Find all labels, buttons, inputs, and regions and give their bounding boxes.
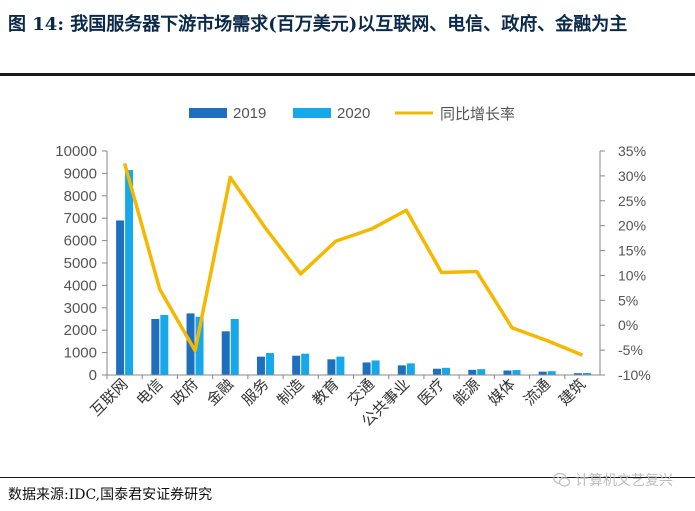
x-axis-category-label: 媒体	[486, 376, 519, 409]
right-axis-tick-label: 15%	[618, 243, 646, 259]
left-axis-tick-label: 9000	[64, 165, 97, 182]
bar-2020	[265, 353, 274, 375]
title-divider	[0, 73, 695, 76]
left-axis-tick-label: 8000	[64, 188, 97, 205]
right-axis: -10% -5% 0% 5% 10% 15% 20% 25% 30% 35%	[599, 143, 651, 383]
legend-label-growth: 同比增长率	[440, 106, 515, 123]
right-axis-tick-label: 30%	[618, 168, 646, 184]
watermark-text: 计算机文艺复兴	[575, 473, 673, 489]
bar-2019	[116, 220, 125, 375]
right-axis-tick-label: 5%	[618, 292, 638, 308]
bar-2020	[371, 360, 380, 375]
right-axis-tick-label: 35%	[618, 143, 646, 159]
footer-divider	[0, 477, 695, 478]
bar-2020	[125, 170, 134, 375]
bar-2020	[477, 369, 486, 375]
x-axis-category-label: 流通	[521, 376, 554, 409]
legend-swatch-2020	[293, 108, 331, 118]
bar-2019	[468, 369, 477, 375]
left-axis-tick-label: 2000	[64, 322, 97, 339]
legend-swatch-2019	[189, 108, 227, 118]
legend-label-2019: 2019	[233, 105, 266, 122]
x-axis-category-label: 建筑	[556, 376, 589, 409]
left-axis-tick-label: 10000	[55, 143, 97, 160]
left-axis-tick-label: 6000	[64, 233, 97, 250]
x-axis-category-label: 能源	[450, 376, 483, 409]
x-axis-category-label: 制造	[274, 376, 307, 409]
source-note: 数据来源:IDC,国泰君安证券研究	[8, 487, 213, 503]
bar-2019	[292, 355, 301, 375]
bar-2019	[573, 373, 582, 375]
bar-2019	[151, 319, 160, 375]
bar-2020	[547, 371, 556, 375]
right-axis-tick-label: -10%	[618, 367, 651, 383]
growth-line	[122, 162, 584, 357]
bar-2020	[195, 316, 204, 375]
chart-title: 图 14: 我国服务器下游市场需求(百万美元)以互联网、电信、政府、金融为主	[8, 14, 628, 35]
legend-label-2020: 2020	[337, 105, 370, 122]
bar-2019	[538, 371, 547, 375]
x-axis-category-label: 医疗	[415, 376, 448, 409]
wechat-icon	[553, 472, 571, 487]
left-axis-tick-label: 1000	[64, 345, 97, 362]
bar-2019	[503, 370, 512, 375]
left-axis-tick-label: 5000	[64, 255, 97, 272]
bar-2019	[256, 356, 265, 375]
right-axis-tick-label: 20%	[618, 218, 646, 234]
bar-2020	[230, 319, 239, 375]
bar-2020	[160, 314, 169, 375]
bar-2020	[512, 370, 521, 375]
bar-2020	[301, 353, 310, 375]
right-axis-tick-label: 25%	[618, 193, 646, 209]
bar-2020	[442, 367, 451, 375]
bar-2020	[336, 356, 345, 375]
x-axis-category-label: 电信	[133, 376, 166, 409]
bar-2019	[221, 331, 230, 375]
watermark: 计算机文艺复兴	[553, 470, 673, 490]
legend: 2019 2020 同比增长率	[189, 105, 515, 123]
bar-2020	[406, 363, 415, 375]
x-axis-category-label: 金融	[204, 376, 237, 409]
bar-2020	[582, 372, 591, 375]
left-axis: 0 1000 2000 3000 4000 5000 6000 7000 8000 9000 100…	[55, 143, 108, 384]
left-axis-tick-label: 3000	[64, 300, 97, 317]
growth-line-series	[122, 162, 584, 357]
right-axis-tick-label: -5%	[618, 342, 643, 358]
left-axis-tick-label: 0	[89, 367, 97, 384]
left-axis-tick-label: 4000	[64, 277, 97, 294]
bar-2019	[327, 359, 336, 375]
right-axis-tick-label: 0%	[618, 317, 638, 333]
left-axis-tick-label: 7000	[64, 210, 97, 227]
chart: 2019 2020 同比增长率 0 1000 2000 3000 4000 5000 6000 7…	[55, 105, 651, 430]
bar-2019	[433, 368, 442, 375]
x-axis-category-label: 政府	[169, 376, 202, 409]
x-axis-category-label: 服务	[239, 376, 272, 409]
x-axis-category-label: 教育	[309, 376, 342, 409]
right-axis-tick-label: 10%	[618, 267, 646, 283]
bar-2019	[362, 362, 371, 375]
bar-2019	[397, 365, 406, 375]
bar-series	[116, 170, 591, 375]
